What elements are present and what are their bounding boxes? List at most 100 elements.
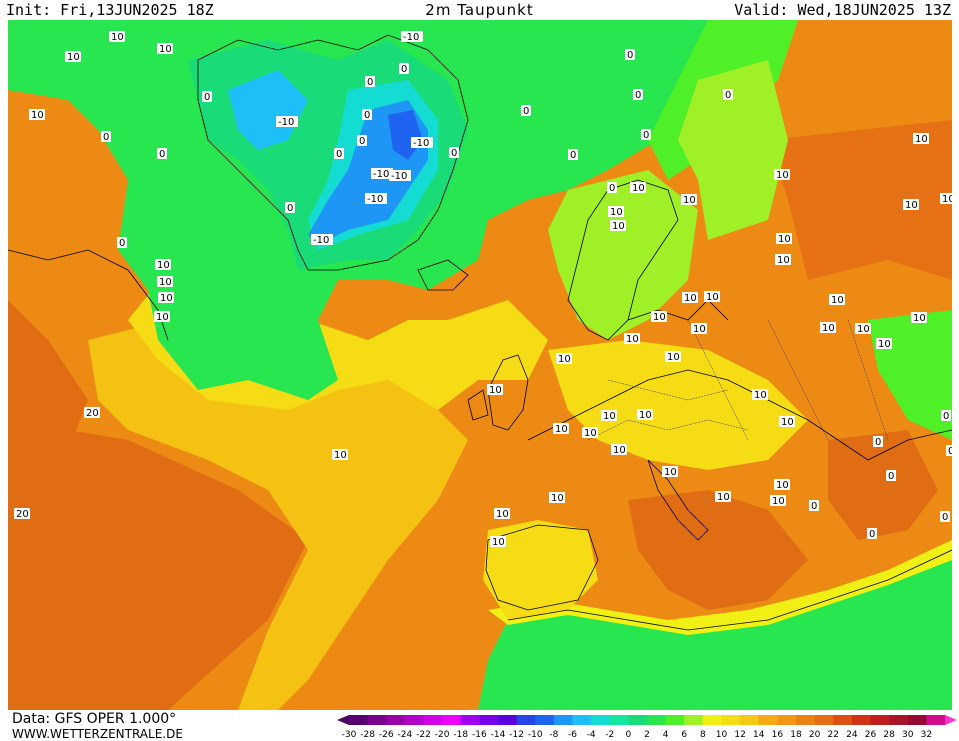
header-bar: Init: Fri,13JUN2025 18Z 2m Taupunkt Vali… bbox=[0, 0, 959, 20]
contour-value-label: 10 bbox=[159, 277, 172, 288]
contour-value-label: 10 bbox=[664, 467, 677, 478]
legend-swatch bbox=[665, 715, 685, 725]
map-label-bg bbox=[779, 416, 795, 427]
legend-tick-label: -2 bbox=[605, 730, 614, 740]
map-label-bg bbox=[774, 479, 790, 490]
legend-swatch bbox=[814, 715, 834, 725]
contour-value-label: 0 bbox=[287, 203, 293, 214]
valid-time: Valid: Wed,18JUN2025 13Z bbox=[734, 1, 951, 19]
border-line-4 bbox=[767, 319, 829, 441]
contour-value-label: 10 bbox=[913, 313, 926, 324]
contour-value-label: 0 bbox=[401, 64, 407, 75]
map-label-bg bbox=[399, 63, 409, 74]
contour-value-label: 10 bbox=[684, 293, 697, 304]
border-line-1 bbox=[587, 419, 749, 441]
legend-tick-label: 12 bbox=[734, 730, 745, 740]
contour-value-label: 10 bbox=[610, 207, 623, 218]
legend-tick-label: 28 bbox=[883, 730, 895, 740]
legend-tick-label: 26 bbox=[865, 730, 877, 740]
map-label-bg bbox=[202, 91, 212, 102]
legend-tick-label: -18 bbox=[453, 730, 468, 740]
contour-value-label: 10 bbox=[632, 183, 645, 194]
legend-min-arrow bbox=[337, 715, 349, 725]
contour-value-label: 0 bbox=[948, 446, 952, 457]
field-dark-orange-e bbox=[768, 120, 952, 280]
legend-tick-label: 0 bbox=[626, 730, 632, 740]
map-label-bg bbox=[715, 491, 731, 502]
contour-value-label: 10 bbox=[822, 323, 835, 334]
contour-value-label: 10 bbox=[905, 200, 918, 211]
map-label-bg bbox=[625, 49, 635, 60]
legend-max-arrow bbox=[945, 715, 957, 725]
map-label-bg bbox=[389, 170, 411, 181]
contour-value-label: 20 bbox=[16, 509, 29, 520]
legend-tick-label: 18 bbox=[790, 730, 802, 740]
map-label-bg bbox=[941, 410, 951, 421]
legend-swatch bbox=[404, 715, 424, 725]
legend-tick-label: 24 bbox=[846, 730, 858, 740]
legend-swatch bbox=[889, 715, 909, 725]
map-label-bg bbox=[752, 389, 768, 400]
map-label-bg bbox=[774, 169, 790, 180]
contour-value-label: 10 bbox=[778, 234, 791, 245]
contour-value-label: 0 bbox=[635, 90, 641, 101]
contour-value-label: 0 bbox=[609, 183, 615, 194]
legend-swatch bbox=[591, 715, 611, 725]
map-label-bg bbox=[829, 294, 845, 305]
contour-value-label: 10 bbox=[603, 411, 616, 422]
contour-value-label: 10 bbox=[857, 324, 870, 335]
map-label-bg bbox=[157, 148, 167, 159]
contour-value-label: 10 bbox=[639, 410, 652, 421]
field-dark-orange-w bbox=[8, 300, 88, 450]
contour-value-label: 10 bbox=[156, 312, 169, 323]
field-dark-med-2 bbox=[828, 430, 938, 540]
field-teal-greenland bbox=[228, 70, 308, 150]
map-label-bg bbox=[704, 291, 720, 302]
contour-value-label: -10 bbox=[403, 32, 419, 43]
legend-tick-label: -12 bbox=[509, 730, 524, 740]
legend-swatch bbox=[609, 715, 629, 725]
contour-value-label: 10 bbox=[693, 324, 706, 335]
map-label-bg bbox=[776, 233, 792, 244]
map-label-bg bbox=[886, 470, 896, 481]
field-lime-ne bbox=[678, 60, 788, 240]
coastline-eu-mainland bbox=[527, 369, 952, 461]
coastline-scandinavia bbox=[567, 179, 679, 341]
field-yellow-atlantic bbox=[88, 320, 468, 710]
contour-value-label: -10 bbox=[367, 194, 383, 205]
contour-value-label: 10 bbox=[111, 32, 124, 43]
map-label-bg bbox=[357, 135, 367, 146]
contour-value-label: 10 bbox=[772, 496, 785, 507]
map-label-bg bbox=[723, 89, 733, 100]
contour-value-label: 0 bbox=[359, 136, 365, 147]
map-label-bg bbox=[630, 182, 646, 193]
coastline-britain bbox=[487, 354, 529, 431]
legend-tick-label: 32 bbox=[921, 730, 932, 740]
contour-value-label: 0 bbox=[367, 77, 373, 88]
contour-value-label: 10 bbox=[334, 450, 347, 461]
contour-value-label: 0 bbox=[875, 437, 881, 448]
contour-value-label: 10 bbox=[551, 493, 564, 504]
contour-value-label: 10 bbox=[496, 509, 509, 520]
contour-value-label: 10 bbox=[706, 292, 719, 303]
map-label-bg bbox=[411, 137, 433, 148]
map-label-bg bbox=[940, 193, 952, 204]
map-label-bg bbox=[873, 436, 883, 447]
map-label-bg bbox=[820, 322, 836, 333]
legend-tick-label: 8 bbox=[700, 730, 706, 740]
map-label-bg bbox=[641, 129, 651, 140]
legend-swatch bbox=[833, 715, 853, 725]
map-label-bg bbox=[276, 116, 298, 127]
map-label-bg bbox=[940, 511, 950, 522]
map-label-bg bbox=[624, 333, 640, 344]
legend-swatch bbox=[628, 715, 648, 725]
legend-swatch bbox=[684, 715, 704, 725]
legend-tick-label: 20 bbox=[809, 730, 821, 740]
legend-tick-label: -8 bbox=[549, 730, 558, 740]
legend-tick-label: 10 bbox=[716, 730, 728, 740]
legend-tick-label: -16 bbox=[472, 730, 487, 740]
contour-value-label: 0 bbox=[869, 529, 875, 540]
contour-value-label: 0 bbox=[725, 90, 731, 101]
legend-swatch bbox=[572, 715, 592, 725]
map-label-bg bbox=[610, 220, 626, 231]
